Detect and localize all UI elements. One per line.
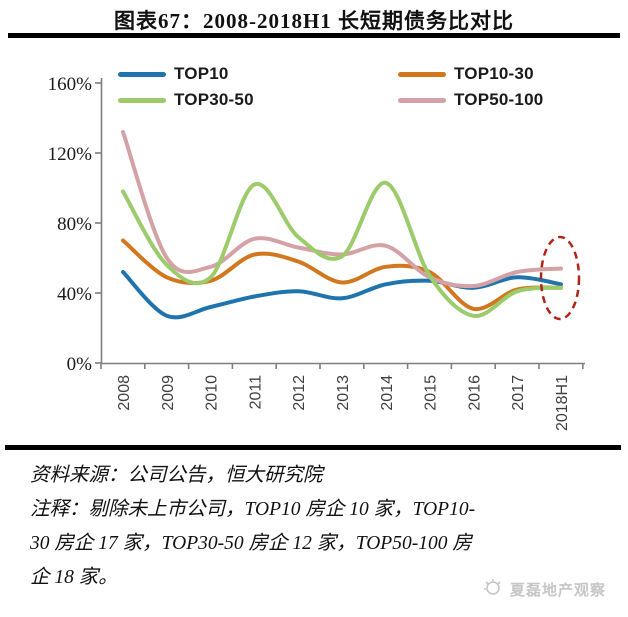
watermark: 夏磊地产观察: [482, 576, 606, 603]
legend-swatch-TOP10: [118, 71, 166, 77]
legend-swatch-TOP30-50: [118, 97, 166, 103]
y-tick-label: 0%: [67, 354, 93, 375]
y-tick-label: 80%: [57, 214, 92, 235]
legend-label: TOP30-50: [174, 90, 254, 109]
x-tick-label: 2017: [510, 375, 527, 411]
legend-item-TOP10: TOP10: [118, 64, 229, 84]
legend-label: TOP50-100: [454, 90, 544, 109]
note-line-2: 30 房企 17 家，TOP30-50 房企 12 家，TOP50-100 房: [30, 533, 472, 554]
x-tick-label: 2014: [379, 375, 396, 411]
series-line-TOP50-100: [121, 130, 563, 289]
source-line: 资料来源：公司公告，恒大研究院: [30, 465, 323, 486]
note-line-1: 注释：剔除未上市公司，TOP10 房企 10 家，TOP10-: [30, 499, 476, 520]
y-tick-label: 160%: [48, 74, 93, 95]
highlight-ellipse: [539, 235, 581, 321]
x-tick-label: 2008: [116, 375, 133, 411]
x-tick-label: 2015: [423, 375, 440, 411]
legend-item-TOP50-100: TOP50-100: [398, 90, 543, 110]
x-tick-label: 2016: [466, 375, 483, 411]
legend-label: TOP10: [174, 64, 229, 83]
series-line-TOP10: [121, 270, 563, 320]
legend-label: TOP10-30: [454, 64, 534, 83]
x-tick-label: 2011: [247, 375, 264, 410]
bottom-divider: [5, 445, 621, 450]
x-tick-label: 2013: [335, 375, 352, 411]
chart-title: 图表67：2008-2018H1 长短期债务比对比: [113, 9, 515, 33]
legend-item-TOP30-50: TOP30-50: [118, 90, 254, 110]
x-tick-label: 2009: [160, 375, 177, 411]
note-line-3: 企 18 家。: [30, 567, 118, 588]
x-tick-label: 2018H1: [554, 375, 571, 431]
y-tick-label: 40%: [57, 284, 92, 305]
series-line-TOP30-50: [121, 180, 563, 318]
legend-item-TOP10-30: TOP10-30: [398, 64, 534, 84]
x-tick-label: 2010: [204, 375, 221, 411]
legend-swatch-TOP50-100: [398, 97, 446, 103]
legend-swatch-TOP10-30: [398, 71, 446, 77]
x-tick-label: 2012: [291, 375, 308, 411]
sun-logo-icon: [482, 576, 504, 603]
y-tick-label: 120%: [48, 144, 93, 165]
source-and-notes: 资料来源：公司公告，恒大研究院 注释：剔除未上市公司，TOP10 房企 10 家…: [30, 459, 615, 595]
top-divider: [8, 33, 620, 38]
watermark-text: 夏磊地产观察: [510, 582, 607, 599]
